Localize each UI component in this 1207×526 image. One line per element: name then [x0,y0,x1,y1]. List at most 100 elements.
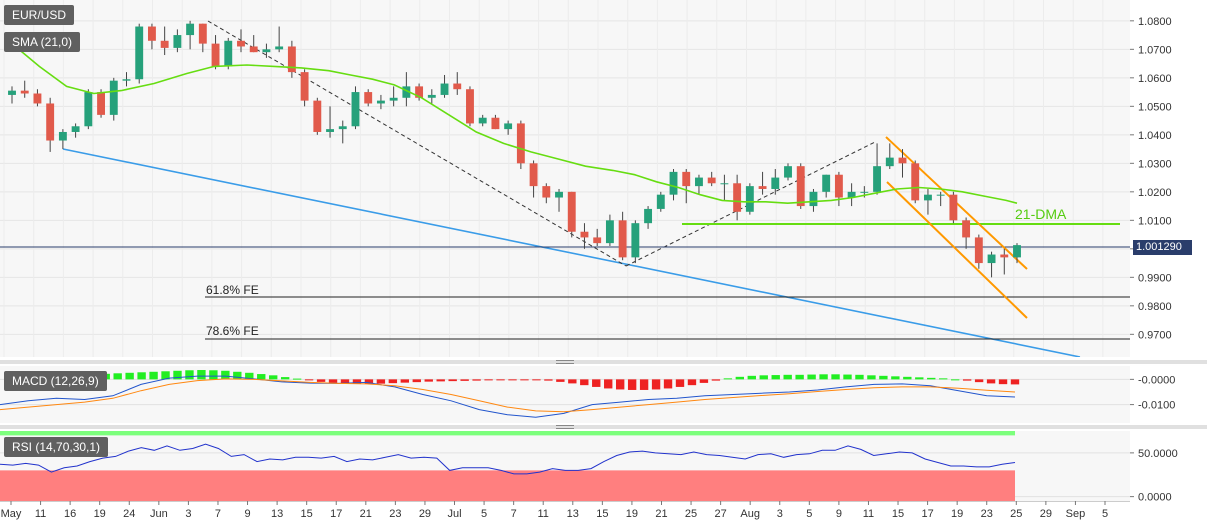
time-tick-label: 29 [1040,508,1052,520]
bearish-candle[interactable] [834,174,843,198]
bearish-candle[interactable] [567,191,576,232]
bullish-candle[interactable] [822,174,831,192]
bullish-candle[interactable] [847,191,856,198]
bullish-candle[interactable] [135,26,144,80]
bullish-candle[interactable] [644,208,653,224]
bearish-candle[interactable] [491,117,500,130]
bullish-candle[interactable] [555,191,563,198]
bearish-candle[interactable] [364,92,373,104]
bullish-candle[interactable] [809,191,818,207]
bearish-candle[interactable] [682,171,691,187]
bullish-candle[interactable] [669,171,678,195]
bearish-candle[interactable] [529,163,538,187]
bearish-candle[interactable] [20,90,29,94]
bullish-candle[interactable] [338,126,347,130]
bullish-candle[interactable] [720,183,729,185]
bearish-candle[interactable] [580,231,589,238]
bullish-candle[interactable] [504,123,513,130]
bearish-candle[interactable] [198,23,207,44]
dashed-swing-line-1 [207,20,627,267]
bearish-candle[interactable] [949,194,958,221]
bullish-candle[interactable] [84,92,93,127]
rsi-pane[interactable]: RSI (14,70,30,1) [0,431,1130,501]
bullish-candle[interactable] [1013,245,1021,258]
bullish-candle[interactable] [860,191,869,193]
bullish-candle[interactable] [936,194,945,196]
bullish-candle[interactable] [275,46,284,50]
bullish-candle[interactable] [656,194,665,209]
bullish-candle[interactable] [186,23,195,36]
bullish-candle[interactable] [173,35,182,48]
macd-chart[interactable] [0,366,1130,423]
bearish-candle[interactable] [593,237,602,244]
bearish-candle[interactable] [796,166,805,207]
bearish-candle[interactable] [516,123,525,164]
pane-resize-grip-1[interactable] [556,360,574,364]
bearish-candle[interactable] [97,92,105,115]
bearish-candle[interactable] [618,220,627,258]
bearish-candle[interactable] [237,40,245,47]
bearish-candle[interactable] [758,186,767,189]
bullish-candle[interactable] [745,186,754,212]
bullish-candle[interactable] [376,100,385,104]
bearish-candle[interactable] [46,103,55,141]
pane-separator-2[interactable] [0,425,1207,429]
rsi-chart[interactable] [0,431,1130,501]
bearish-candle[interactable] [249,46,258,53]
bullish-candle[interactable] [695,177,703,187]
macd-hist-bar-negative [496,379,505,381]
time-tick-label: 27 [714,508,726,520]
macd-hist-bar-negative [340,379,350,384]
time-tick-label: 13 [567,508,579,520]
bearish-candle[interactable] [313,100,322,132]
bullish-candle[interactable] [478,117,487,124]
macd-hist-bar-negative [663,379,673,389]
bearish-candle[interactable] [453,83,462,90]
bearish-candle[interactable] [160,40,169,48]
bullish-candle[interactable] [784,166,792,178]
bearish-candle[interactable] [707,177,716,184]
bearish-candle[interactable] [147,26,156,41]
bearish-candle[interactable] [300,72,309,101]
bullish-candle[interactable] [326,129,334,132]
bullish-candle[interactable] [440,83,449,95]
bullish-candle[interactable] [924,194,932,201]
bearish-candle[interactable] [542,186,551,198]
bullish-candle[interactable] [224,40,233,67]
bullish-candle[interactable] [122,79,131,81]
bullish-candle[interactable] [262,49,271,53]
bearish-candle[interactable] [1000,254,1009,258]
price-pane[interactable]: 21-DMA 61.8% FE 78.6% FE EUR/USD SMA (21… [0,0,1130,357]
bullish-candle[interactable] [885,157,894,167]
bullish-candle[interactable] [58,131,67,141]
price-chart[interactable]: 21-DMA 61.8% FE 78.6% FE [0,0,1130,357]
bearish-candle[interactable] [211,43,220,67]
bullish-candle[interactable] [389,97,398,101]
bullish-candle[interactable] [605,220,614,244]
bearish-candle[interactable] [733,183,742,212]
bullish-candle[interactable] [109,80,118,115]
bearish-candle[interactable] [911,163,920,201]
bearish-candle[interactable] [287,46,296,73]
bullish-candle[interactable] [873,166,882,192]
bullish-candle[interactable] [8,90,16,95]
bullish-candle[interactable] [987,254,996,264]
macd-hist-bar-positive [759,375,768,380]
bullish-candle[interactable] [771,177,780,189]
bullish-candle[interactable] [402,86,411,98]
bearish-candle[interactable] [962,220,971,238]
bearish-candle[interactable] [466,89,474,124]
bullish-candle[interactable] [71,126,80,132]
bullish-candle[interactable] [631,223,640,258]
macd-pane[interactable]: MACD (12,26,9) [0,366,1130,423]
pane-separator-1[interactable] [0,360,1207,364]
macd-hist-bar-negative [316,379,326,382]
bearish-candle[interactable] [33,93,42,104]
bullish-candle[interactable] [427,94,436,98]
bearish-candle[interactable] [415,86,424,98]
macd-hist-bar-positive [197,370,206,380]
bearish-candle[interactable] [898,157,907,164]
bearish-candle[interactable] [974,237,983,264]
bullish-candle[interactable] [351,92,360,127]
pane-resize-grip-2[interactable] [556,425,574,429]
